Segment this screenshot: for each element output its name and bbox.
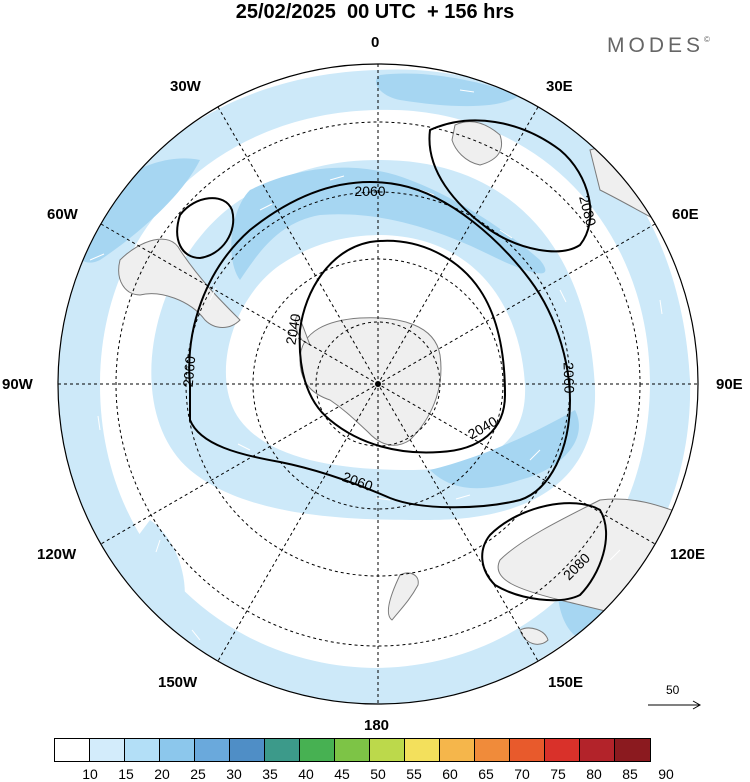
contour-label: 2040 <box>282 312 303 346</box>
colorbar-swatch <box>230 739 265 761</box>
south-america-landmass <box>118 238 241 328</box>
colorbar-tick-label: 50 <box>370 766 386 782</box>
colorbar-tick-label: 45 <box>334 766 350 782</box>
colorbar-swatch <box>160 739 195 761</box>
contour-label: 2080 <box>576 194 600 228</box>
polar-stereographic-map: 2060 2080 2040 2060 2060 2040 2060 2080 <box>57 63 702 710</box>
longitude-label-30e: 30E <box>546 78 573 95</box>
longitude-label-150e: 150E <box>548 674 584 691</box>
wind-speed-shading <box>58 69 691 704</box>
south-pole-marker <box>375 381 381 387</box>
longitude-label-180: 180 <box>364 717 390 734</box>
brand-text: MODES <box>607 34 705 57</box>
longitude-label-60w: 60W <box>47 206 78 223</box>
antarctica-landmass <box>299 317 442 446</box>
colorbar-tick-label: 30 <box>226 766 242 782</box>
contour-label: 2040 <box>465 413 500 443</box>
australia-landmass <box>497 498 698 641</box>
contour-label: 2060 <box>354 183 385 199</box>
colorbar-tick-label: 25 <box>190 766 206 782</box>
chart-title: 25/02/2025 00 UTC + 156 hrs <box>235 1 515 23</box>
longitude-label-60e: 60E <box>672 206 699 223</box>
colorbar-tick-label: 40 <box>298 766 314 782</box>
longitude-label-30w: 30W <box>170 78 201 95</box>
contour-2040-inner <box>298 239 507 454</box>
longitude-label-120e: 120E <box>670 546 706 563</box>
longitude-label-150w: 150W <box>158 674 198 691</box>
colorbar-tick-label: 55 <box>406 766 422 782</box>
map-boundary <box>57 63 699 705</box>
colorbar-tick-label: 70 <box>514 766 530 782</box>
contour-label: 2060 <box>560 362 577 394</box>
antarctic-peninsula-landmass <box>294 314 312 347</box>
reference-vector <box>648 700 702 710</box>
longitude-label-90w: 90W <box>2 376 33 393</box>
longitude-label-90e: 90E <box>716 376 743 393</box>
longitude-label-120w: 120W <box>37 546 77 563</box>
colorbar-swatch <box>90 739 125 761</box>
colorbar <box>54 738 651 762</box>
modes-logo: MODES© <box>607 34 710 58</box>
africa-landmass <box>451 121 503 166</box>
colorbar-tick-label: 15 <box>118 766 134 782</box>
reference-vector-label: 50 <box>666 683 680 697</box>
tasmania-landmass <box>519 627 549 645</box>
contour-closed-west <box>176 197 235 260</box>
colorbar-tick-label: 65 <box>478 766 494 782</box>
colorbar-tick-label: 20 <box>154 766 170 782</box>
colorbar-swatch <box>335 739 370 761</box>
contour-label: 2060 <box>180 355 199 388</box>
colorbar-swatch <box>580 739 615 761</box>
colorbar-swatch <box>440 739 475 761</box>
colorbar-tick-label: 60 <box>442 766 458 782</box>
colorbar-swatch <box>370 739 405 761</box>
brand-mark: © <box>704 35 710 44</box>
colorbar-swatch <box>615 739 650 761</box>
contour-lines <box>176 119 608 602</box>
colorbar-tick-label: 85 <box>622 766 638 782</box>
colorbar-swatch <box>475 739 510 761</box>
colorbar-swatch <box>405 739 440 761</box>
new-zealand-landmass <box>387 572 419 621</box>
longitude-label-0: 0 <box>371 34 380 51</box>
colorbar-tick-label: 35 <box>262 766 278 782</box>
contour-2080-southeast <box>481 502 608 602</box>
colorbar-swatch <box>300 739 335 761</box>
colorbar-swatch <box>510 739 545 761</box>
colorbar-swatch <box>265 739 300 761</box>
colorbar-tick-label: 10 <box>82 766 98 782</box>
colorbar-swatch <box>545 739 580 761</box>
colorbar-swatch <box>195 739 230 761</box>
colorbar-tick-label: 90 <box>658 766 674 782</box>
colorbar-swatch <box>55 739 90 761</box>
contour-2080-north <box>428 119 592 253</box>
colorbar-swatch <box>125 739 160 761</box>
contour-2060-outer <box>188 181 572 509</box>
colorbar-tick-label: 75 <box>550 766 566 782</box>
colorbar-tick-label: 80 <box>586 766 602 782</box>
